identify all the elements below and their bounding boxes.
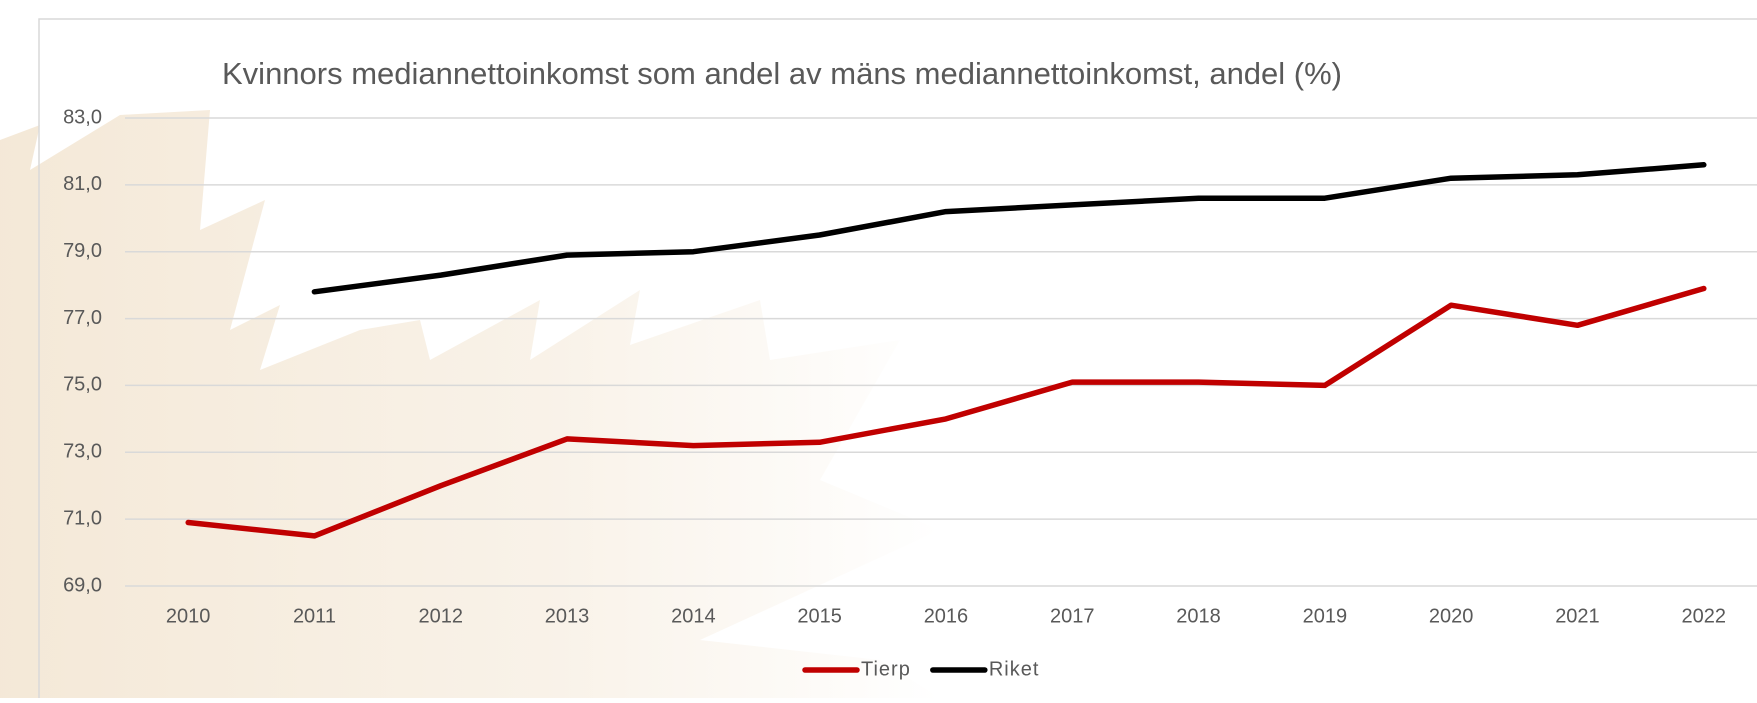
y-tick-label: 81,0 — [63, 173, 102, 195]
y-tick-label: 83,0 — [63, 106, 102, 128]
chart: Kvinnors mediannettoinkomst som andel av… — [0, 0, 1757, 698]
x-tick-label: 2013 — [545, 605, 590, 627]
y-tick-label: 73,0 — [63, 441, 102, 463]
x-tick-label: 2017 — [1050, 605, 1095, 627]
series-line — [314, 165, 1703, 292]
x-tick-label: 2012 — [419, 605, 464, 627]
x-tick-label: 2022 — [1682, 605, 1727, 627]
x-tick-label: 2015 — [797, 605, 842, 627]
x-tick-label: 2018 — [1176, 605, 1221, 627]
page: {"chart_data": {"type": "line", "title":… — [0, 0, 1757, 698]
legend-label: Tierp — [861, 658, 911, 680]
x-tick-label: 2019 — [1303, 605, 1348, 627]
x-tick-label: 2014 — [671, 605, 716, 627]
x-tick-label: 2010 — [166, 605, 211, 627]
y-tick-label: 77,0 — [63, 307, 102, 329]
y-tick-label: 69,0 — [63, 574, 102, 596]
x-tick-label: 2011 — [293, 605, 336, 627]
x-tick-label: 2021 — [1555, 605, 1600, 627]
y-tick-label: 75,0 — [63, 374, 102, 396]
chart-title: Kvinnors mediannettoinkomst som andel av… — [222, 56, 1342, 91]
x-tick-label: 2016 — [924, 605, 969, 627]
y-tick-label: 79,0 — [63, 240, 102, 262]
x-tick-label: 2020 — [1429, 605, 1474, 627]
legend-label: Riket — [989, 658, 1040, 680]
y-tick-label: 71,0 — [63, 507, 102, 529]
